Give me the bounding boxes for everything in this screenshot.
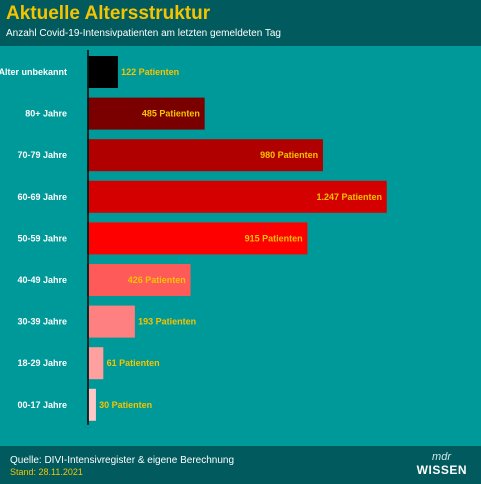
bar [88, 305, 135, 338]
chart-footer: Quelle: DIVI-Intensivregister & eigene B… [0, 446, 481, 484]
category-label: 60-69 Jahre [17, 192, 67, 202]
category-label: 80+ Jahre [25, 109, 67, 119]
category-label: 18-29 Jahre [17, 358, 67, 368]
bar [88, 388, 96, 421]
value-label: 426 Patienten [128, 275, 186, 285]
value-label: 485 Patienten [142, 109, 200, 119]
bar [88, 139, 323, 172]
date-note: Stand: 28.11.2021 [10, 467, 83, 477]
chart-title: Aktuelle Altersstruktur [6, 3, 211, 24]
logo-mdr-text: mdr [432, 451, 451, 463]
bar [88, 264, 191, 296]
value-label: 122 Patienten [121, 67, 179, 77]
category-label: 40-49 Jahre [17, 275, 67, 285]
category-label: 00-17 Jahre [17, 400, 67, 410]
chart-subtitle: Anzahl Covid-19-Intensivpatienten am let… [6, 28, 281, 39]
bar [88, 347, 104, 380]
category-label: 70-79 Jahre [17, 150, 67, 160]
category-label: 50-59 Jahre [17, 233, 67, 243]
chart-header: Aktuelle Altersstruktur Anzahl Covid-19-… [0, 0, 481, 46]
bar [88, 222, 308, 255]
value-label: 915 Patienten [245, 233, 303, 243]
plot-area: Alter unbekannt 122 Patienten 80+ Jahre 485… [0, 46, 481, 446]
logo-wissen-text: WISSEN [416, 463, 467, 477]
value-label: 1.247 Patienten [316, 192, 382, 202]
bar [88, 180, 387, 213]
value-label: 193 Patienten [138, 317, 196, 327]
value-label: 980 Patienten [260, 150, 318, 160]
mdr-wissen-logo: mdr WISSEN [411, 451, 467, 481]
bar-chart: Alter unbekannt 122 Patienten 80+ Jahre 485… [0, 50, 387, 425]
category-label: 30-39 Jahre [17, 317, 67, 327]
bar [88, 97, 205, 130]
source-note: Quelle: DIVI-Intensivregister & eigene B… [10, 455, 235, 466]
value-label: 30 Patienten [99, 400, 152, 410]
bar [88, 56, 118, 88]
category-label: Alter unbekannt [0, 67, 67, 77]
value-label: 61 Patienten [107, 358, 160, 368]
